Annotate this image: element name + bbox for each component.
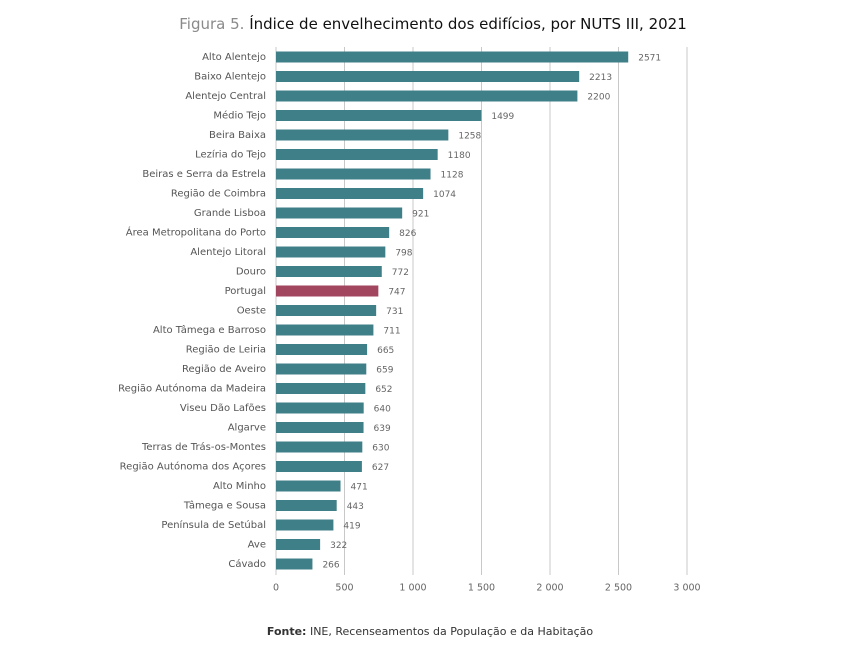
y-tick-label: Ave — [248, 540, 266, 551]
value-label: 659 — [376, 366, 393, 376]
value-label: 2571 — [638, 54, 661, 64]
source-label: Fonte: — [267, 625, 307, 638]
value-label: 798 — [395, 249, 412, 259]
y-tick-label: Oeste — [237, 306, 266, 317]
y-tick-label: Terras de Trás-os-Montes — [141, 441, 266, 453]
value-label: 266 — [322, 561, 339, 571]
y-tick-label: Alto Alentejo — [202, 52, 266, 63]
value-label: 627 — [372, 463, 389, 473]
bar — [276, 90, 578, 102]
y-tick-label: Beira Baixa — [209, 130, 266, 141]
y-tick-label: Região Autónoma da Madeira — [118, 383, 266, 395]
value-label: 471 — [351, 483, 368, 493]
bar — [276, 305, 377, 316]
bar — [276, 480, 341, 492]
value-label: 322 — [330, 541, 347, 551]
bar — [276, 51, 629, 63]
bar — [276, 344, 368, 355]
y-tick-label: Médio Tejo — [213, 110, 266, 122]
bar — [276, 227, 390, 238]
y-tick-label: Grande Lisboa — [194, 208, 266, 219]
x-tick-label: 1 000 — [399, 583, 426, 594]
value-label: 921 — [412, 210, 429, 220]
y-tick-label: Região de Leiria — [186, 345, 266, 356]
value-label: 652 — [375, 385, 392, 395]
y-tick-label: Alentejo Central — [185, 91, 266, 102]
y-tick-label: Região de Coimbra — [171, 189, 266, 200]
y-tick-label: Cávado — [228, 558, 266, 570]
bar — [276, 402, 364, 414]
y-tick-label: Baixo Alentejo — [194, 72, 266, 83]
bar — [276, 422, 364, 433]
value-label: 1258 — [458, 132, 481, 142]
bar — [276, 539, 321, 550]
value-label: 419 — [343, 522, 360, 532]
bar — [276, 558, 313, 570]
bar — [276, 207, 403, 219]
value-label: 443 — [347, 502, 364, 512]
value-label: 2213 — [589, 73, 612, 83]
y-tick-label: Região Autónoma dos Açores — [120, 461, 266, 473]
bar — [276, 500, 337, 511]
value-label: 1499 — [491, 112, 514, 122]
source-text: INE, Recenseamentos da População e da Ha… — [310, 625, 593, 638]
y-tick-label: Área Metropolitana do Porto — [126, 226, 266, 239]
bar — [276, 266, 382, 277]
value-label: 711 — [383, 327, 400, 337]
value-label: 1074 — [433, 190, 456, 200]
bar — [276, 461, 362, 472]
value-label: 731 — [386, 307, 403, 317]
y-tick-label: Portugal — [225, 286, 266, 297]
title-text: Índice de envelhecimento dos edifícios, … — [249, 14, 687, 33]
x-tick-label: 1 500 — [468, 583, 495, 594]
y-tick-label: Algarve — [228, 423, 266, 434]
title-label: Figura 5. — [179, 15, 244, 33]
value-label: 639 — [374, 424, 391, 434]
x-tick-label: 2 500 — [605, 583, 632, 594]
y-tick-label: Tâmega e Sousa — [183, 500, 266, 512]
value-label: 826 — [399, 229, 416, 239]
y-tick-label: Alentejo Litoral — [190, 247, 266, 258]
bar — [276, 246, 386, 258]
bar — [276, 363, 367, 375]
value-label: 1180 — [448, 151, 471, 161]
y-tick-label: Beiras e Serra da Estrela — [142, 169, 266, 180]
bar — [276, 168, 431, 180]
bar — [276, 110, 482, 121]
x-tick-label: 3 000 — [673, 583, 700, 594]
bar — [276, 324, 374, 336]
y-tick-label: Península de Setúbal — [161, 519, 266, 531]
x-tick-label: 2 000 — [536, 583, 563, 594]
bar — [276, 129, 449, 141]
x-tick-label: 500 — [335, 583, 353, 594]
x-tick-label: 0 — [273, 583, 279, 594]
source: Fonte: INE, Recenseamentos da População … — [267, 625, 593, 638]
value-label: 2200 — [587, 93, 610, 103]
y-tick-label: Lezíria do Tejo — [195, 149, 266, 161]
value-label: 747 — [388, 288, 405, 298]
value-label: 630 — [372, 444, 389, 454]
y-tick-label: Alto Tâmega e Barroso — [153, 324, 266, 336]
bar — [276, 383, 366, 394]
value-label: 665 — [377, 346, 394, 356]
value-label: 772 — [392, 268, 409, 278]
bar — [276, 149, 438, 160]
bar — [276, 71, 580, 82]
bar — [276, 188, 424, 199]
y-tick-label: Douro — [236, 267, 266, 278]
y-tick-label: Alto Minho — [213, 481, 266, 492]
y-tick-label: Região de Aveiro — [182, 364, 266, 375]
chart-title: Figura 5. Índice de envelhecimento dos e… — [179, 14, 687, 33]
value-label: 640 — [374, 405, 391, 415]
bar — [276, 441, 363, 453]
y-tick-label: Viseu Dão Lafões — [180, 403, 266, 414]
bar — [276, 285, 379, 297]
value-label: 1128 — [441, 171, 464, 181]
bar — [276, 519, 334, 531]
